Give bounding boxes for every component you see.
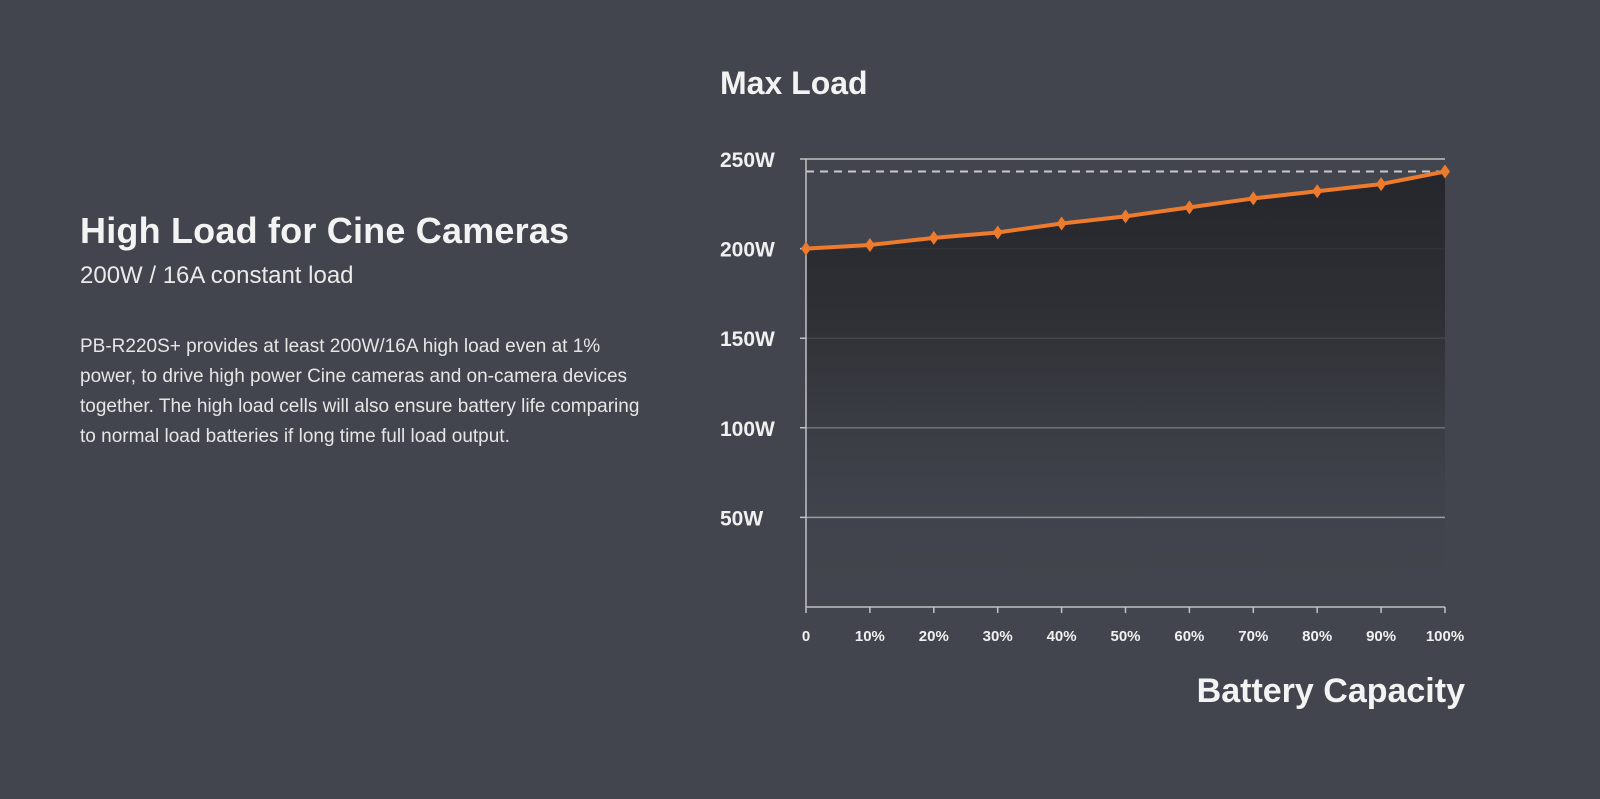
feature-description: PB-R220S+ provides at least 200W/16A hig… — [80, 336, 640, 447]
x-tick-label: 90% — [1366, 628, 1396, 645]
feature-text: High Load for Cine Cameras 200W / 16A co… — [80, 210, 640, 452]
x-axis-title: Battery Capacity — [1197, 672, 1465, 710]
y-tick-label: 250W — [720, 149, 775, 172]
x-tick-label: 70% — [1238, 628, 1268, 645]
x-tick-label: 60% — [1174, 628, 1204, 645]
data-point — [1056, 216, 1067, 231]
x-tick-label: 50% — [1110, 628, 1140, 645]
data-point — [992, 225, 1003, 240]
y-tick-label: 200W — [720, 239, 775, 262]
chart-title: Max Load — [720, 65, 868, 101]
x-tick-label: 80% — [1302, 628, 1332, 645]
data-point — [1184, 200, 1195, 215]
x-tick-label: 100% — [1426, 628, 1464, 645]
data-point — [1312, 184, 1323, 199]
x-tick-label: 30% — [983, 628, 1013, 645]
data-point — [1440, 164, 1450, 179]
y-tick-label: 150W — [720, 328, 775, 351]
x-tick-label: 20% — [919, 628, 949, 645]
x-tick-label: 40% — [1047, 628, 1077, 645]
data-point — [801, 241, 811, 256]
data-point — [864, 238, 875, 253]
feature-subtitle: 200W / 16A constant load — [80, 262, 354, 289]
data-point — [1120, 209, 1131, 224]
data-point — [928, 230, 939, 245]
data-point — [1376, 177, 1387, 192]
x-tick-label: 10% — [855, 628, 885, 645]
data-point — [1248, 191, 1259, 206]
feature-title: High Load for Cine Cameras — [80, 210, 570, 251]
y-tick-label: 100W — [720, 418, 775, 441]
area-fill — [806, 171, 1445, 607]
y-tick-label: 50W — [720, 507, 763, 530]
x-tick-label: 0 — [802, 628, 810, 645]
